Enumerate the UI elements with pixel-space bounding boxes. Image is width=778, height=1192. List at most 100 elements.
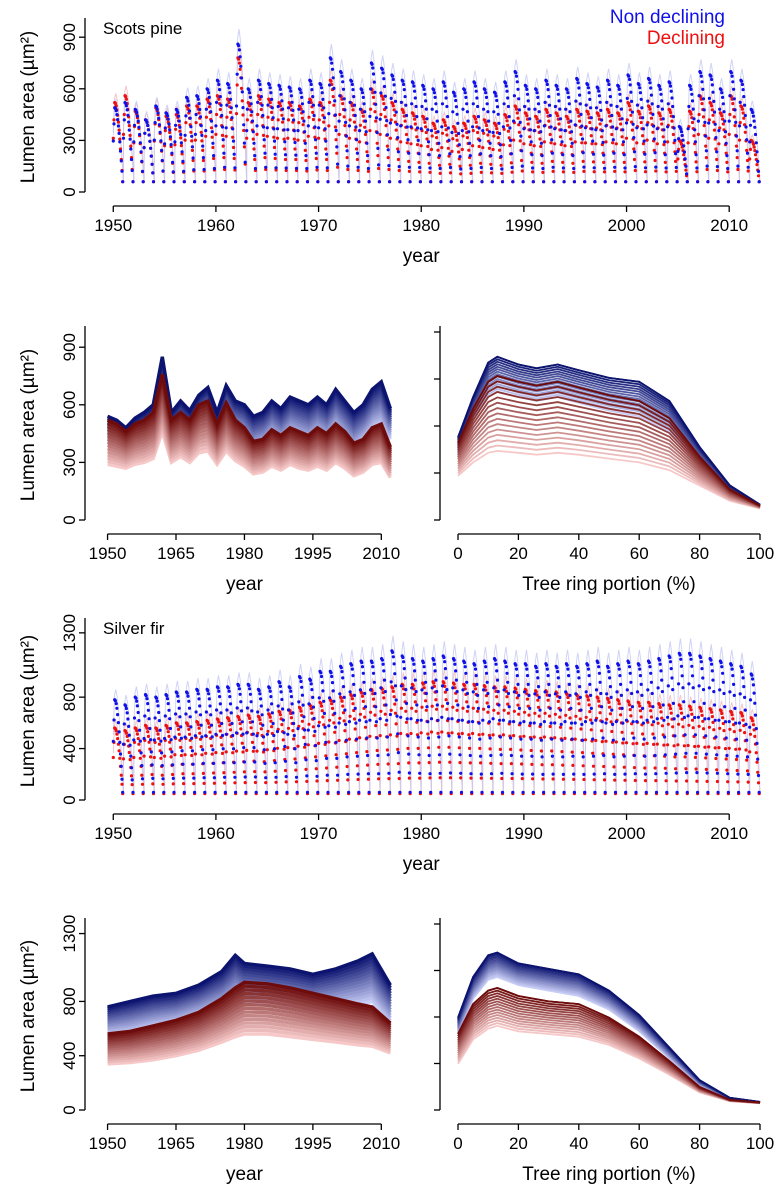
pine-series-declining-point <box>253 157 257 162</box>
pine-series-declining-point <box>549 141 553 145</box>
fir-series-declining-point <box>363 715 367 719</box>
pine-series-non-declining-point <box>715 150 719 154</box>
pine-series-non-declining-point <box>204 129 208 133</box>
fir-series-non-declining-point <box>228 702 233 706</box>
pine-series-non-declining-point <box>752 119 756 123</box>
fir-series-declining-point <box>239 727 243 731</box>
fir-series-declining-point <box>253 770 257 774</box>
fir-series-non-declining-point <box>459 771 463 775</box>
fir-series-declining-point <box>674 767 678 771</box>
fir-series-non-declining-point <box>146 708 150 712</box>
fir-series-non-declining-point <box>700 667 704 671</box>
fir-series-non-declining-point <box>526 682 530 687</box>
fir-series-non-declining-point <box>412 662 416 666</box>
pine-series-declining-point <box>224 134 228 138</box>
fir-series-non-declining-point <box>443 667 447 671</box>
pine-series-non-declining-point <box>466 119 470 123</box>
fir-series-declining-point <box>328 718 332 722</box>
pine-series-non-declining-point <box>264 180 268 184</box>
fir-series-non-declining-point <box>465 680 469 684</box>
pine-series-declining-point <box>520 158 524 163</box>
fir-series-non-declining-point <box>473 667 478 671</box>
fir-series-non-declining-point <box>286 708 291 712</box>
fir-series-non-declining-point <box>495 669 499 673</box>
fir-series-non-declining-point <box>382 678 387 682</box>
fir-series-non-declining-point <box>399 715 403 719</box>
fir-series-non-declining-point <box>126 717 130 721</box>
pine-series-non-declining-point <box>312 113 316 118</box>
pine-series-declining-point <box>622 160 626 164</box>
pine-series-non-declining-point <box>292 118 296 122</box>
pine-series-non-declining-point <box>339 71 343 75</box>
fir-series-non-declining-point <box>540 755 544 759</box>
pine-series-non-declining-point <box>613 180 618 184</box>
pine-series-declining-point <box>210 135 214 139</box>
pine-series-declining-year-cycle <box>666 107 679 184</box>
pine-series-non-declining-point <box>664 166 668 170</box>
fir-series-declining-point <box>448 776 453 780</box>
pine-series-non-declining-point <box>125 108 129 112</box>
pine-series-non-declining-point <box>293 140 297 145</box>
fir-series-non-declining-point <box>350 663 354 667</box>
pine-series-non-declining-point <box>471 125 475 129</box>
pine-series-declining-point <box>592 170 596 174</box>
pine-series-non-declining-point <box>264 165 268 169</box>
pine-series-declining-point <box>200 139 204 143</box>
pine-series-non-declining-point <box>190 134 194 138</box>
pine-series-declining-point <box>193 138 197 142</box>
pine-series-non-declining-point <box>177 119 181 123</box>
pine-series-non-declining-point <box>587 91 591 95</box>
pine-series-declining-point <box>214 132 218 136</box>
fir-series-non-declining-point <box>447 734 451 738</box>
fir-series-non-declining-point <box>161 777 165 781</box>
fir-series-declining-point <box>224 750 228 754</box>
pine-series-non-declining-point <box>525 92 530 96</box>
fir-series-non-declining-point <box>608 685 613 689</box>
fir-series-declining-point <box>679 707 683 711</box>
pine-series-non-declining-point <box>223 165 227 169</box>
pine-series-declining-point <box>196 105 200 109</box>
fir-series-non-declining-point <box>547 693 552 698</box>
fir-series-declining-point <box>447 745 451 749</box>
fir-series-non-declining-point <box>673 734 677 738</box>
fir-series-declining-point <box>517 712 521 716</box>
pine-series-non-declining-point <box>324 139 328 143</box>
pine-series-declining-point <box>690 120 695 125</box>
fir-series-non-declining-point <box>432 662 436 666</box>
pine-series-non-declining-point <box>239 76 244 80</box>
fir-series-declining-point <box>605 717 609 721</box>
pine-series-non-declining-point <box>736 164 740 168</box>
pine-series-declining-point <box>451 137 455 141</box>
pine-series-declining-point <box>542 140 547 144</box>
pine-series-non-declining-point <box>395 122 399 126</box>
pine-series-non-declining-point <box>168 135 172 139</box>
fir-series-declining-point <box>569 726 573 730</box>
pine-series-declining-point <box>643 160 647 164</box>
fir-series-non-declining-point <box>311 695 315 700</box>
pine-series-non-declining-point <box>201 156 205 160</box>
fir-series-xlabel: year <box>403 854 441 875</box>
fir-series-declining-point <box>487 733 491 738</box>
fir-series-declining-point <box>237 718 241 722</box>
fir-series-declining-point <box>616 699 621 703</box>
fir-series-non-declining-point <box>140 764 144 768</box>
fir-series-non-declining-point <box>615 690 619 694</box>
fir-series-declining-point <box>128 758 132 762</box>
fir-series-non-declining-point <box>328 696 332 700</box>
fir-series-declining-point <box>649 709 653 713</box>
fir-series-non-declining-point <box>600 720 604 724</box>
fir-series-non-declining-point <box>169 738 173 742</box>
pine-series-declining-point <box>168 130 172 135</box>
pine-series-declining-point <box>514 107 519 111</box>
pine-series-declining-point <box>661 135 665 139</box>
pine-year-xtick-label: 1980 <box>226 544 264 563</box>
fir-series-non-declining-point <box>366 753 370 758</box>
pine-series-non-declining-point <box>740 82 745 87</box>
fir-series-declining-point <box>619 713 623 717</box>
pine-series-xtick-label: 1970 <box>300 216 338 235</box>
pine-series-non-declining-point <box>262 138 266 142</box>
pine-ring-declining-band-line <box>457 396 761 508</box>
fir-series-non-declining-point <box>363 691 367 696</box>
fir-series-declining-point <box>280 723 284 727</box>
pine-series-non-declining-point <box>614 127 618 131</box>
